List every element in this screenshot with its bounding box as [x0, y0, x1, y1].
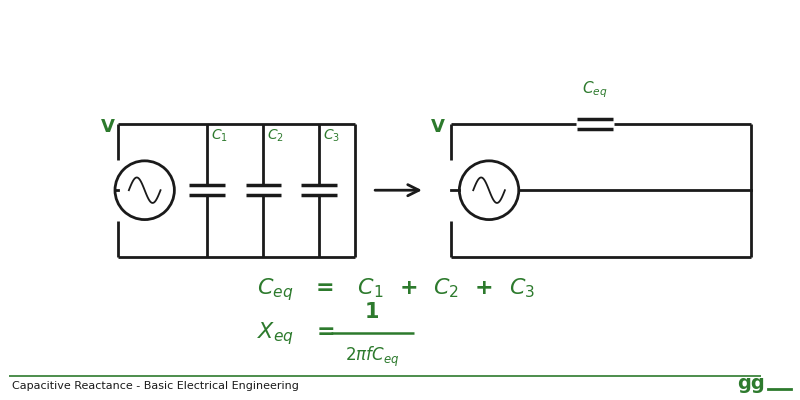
Text: $C_{eq}$   =   $C_1$  +  $C_2$  +  $C_3$: $C_{eq}$ = $C_1$ + $C_2$ + $C_3$ — [257, 277, 534, 304]
Text: $C_3$: $C_3$ — [323, 128, 340, 144]
Text: $2\pi f C_{eq}$: $2\pi f C_{eq}$ — [346, 344, 399, 369]
Text: 1: 1 — [365, 302, 379, 322]
Text: gg: gg — [738, 374, 765, 393]
Text: Capacitive Reactance - Basic Electrical Engineering: Capacitive Reactance - Basic Electrical … — [12, 381, 299, 391]
Text: $C_{eq}$: $C_{eq}$ — [582, 80, 608, 100]
Text: V: V — [101, 118, 115, 136]
Text: $X_{eq}$   =: $X_{eq}$ = — [257, 320, 334, 346]
Text: $C_1$: $C_1$ — [211, 128, 228, 144]
Text: V: V — [430, 118, 445, 136]
Text: $C_2$: $C_2$ — [267, 128, 284, 144]
